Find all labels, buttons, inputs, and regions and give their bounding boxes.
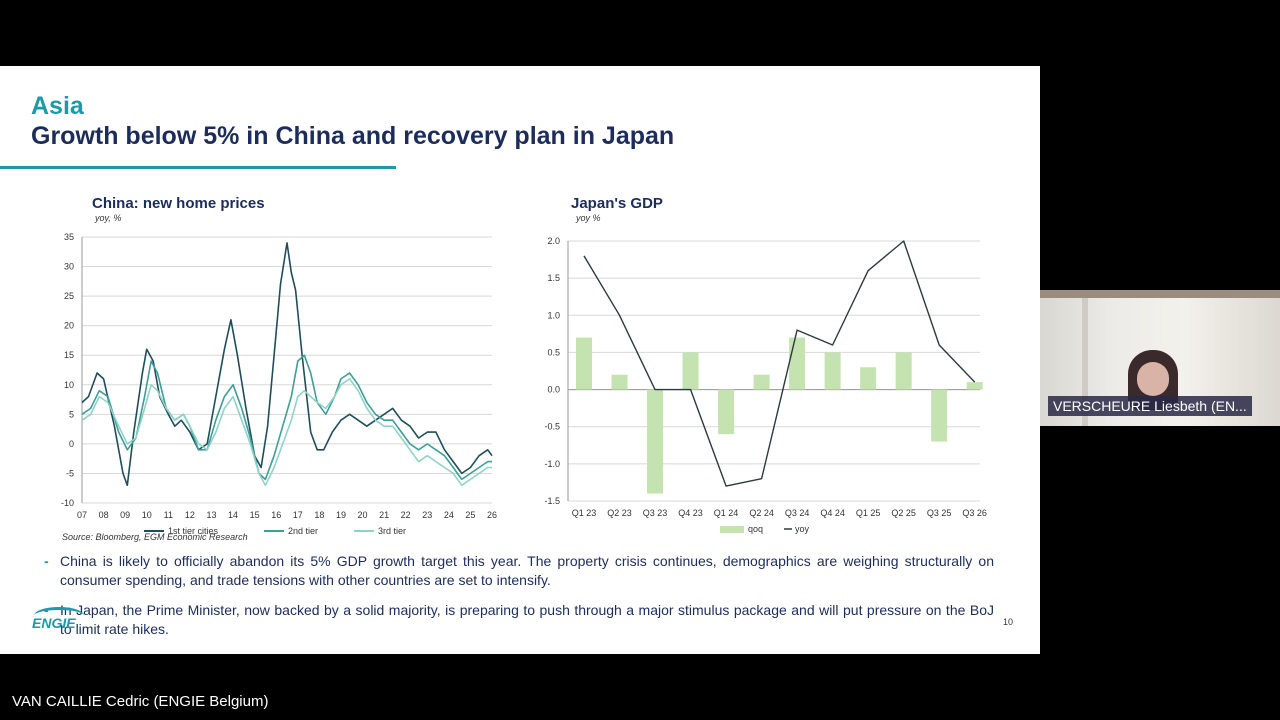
y-tick-label: -1.5 [544, 496, 560, 506]
x-tick-label: 09 [120, 510, 130, 520]
japan-chart-unit: yoy % [576, 213, 601, 223]
legend-label: 2nd tier [288, 526, 318, 536]
x-tick-label: Q2 23 [607, 508, 632, 518]
bullet-japan: - In Japan, the Prime Minister, now back… [44, 601, 994, 639]
x-tick-label: 21 [379, 510, 389, 520]
x-tick-label: Q2 25 [891, 508, 916, 518]
source-note: Source: Bloomberg, EGM Economic Research [62, 532, 248, 542]
x-tick-label: Q4 24 [820, 508, 845, 518]
x-tick-label: 26 [487, 510, 497, 520]
qoq-bar [860, 367, 877, 390]
legend-label: 3rd tier [378, 526, 406, 536]
x-tick-label: 16 [271, 510, 281, 520]
qoq-bar [931, 389, 948, 442]
y-tick-label: 35 [64, 232, 74, 242]
participant-name-label: VERSCHEURE Liesbeth (EN... [1048, 396, 1252, 416]
y-tick-label: 0.0 [547, 385, 560, 395]
legend-label: 1st tier cities [168, 526, 219, 536]
x-tick-label: 14 [228, 510, 238, 520]
qoq-bar [966, 382, 983, 390]
legend-label: qoq [748, 524, 763, 534]
x-tick-label: 10 [142, 510, 152, 520]
logo-arc [34, 607, 84, 624]
x-tick-label: 08 [99, 510, 109, 520]
x-tick-label: Q1 25 [856, 508, 881, 518]
legend-label: yoy [795, 524, 810, 534]
x-tick-label: 13 [206, 510, 216, 520]
bullet-dash: - [44, 553, 49, 569]
x-tick-label: Q3 26 [962, 508, 987, 518]
presenter-name-label: VAN CAILLIE Cedric (ENGIE Belgium) [12, 693, 269, 710]
japan-gdp-chart: 2.0 1.5 1.0 0.5 0.0 -0.5 -1.0 -1.5 Q1 23 Q2 23 Q3 … [544, 236, 987, 534]
y-tick-label: 1.0 [547, 310, 560, 320]
slide-title: Growth below 5% in China and recovery pl… [31, 122, 675, 150]
series-line-2 [81, 354, 492, 481]
x-tick-label: 15 [250, 510, 260, 520]
x-tick-label: Q3 24 [785, 508, 810, 518]
bullet-text: In Japan, the Prime Minister, now backed… [60, 602, 994, 637]
x-tick-label: Q1 24 [714, 508, 739, 518]
qoq-bar [753, 374, 770, 390]
wall-edge [1082, 298, 1088, 426]
y-tick-label: -0.5 [544, 422, 560, 432]
participant-face [1137, 362, 1169, 396]
y-tick-label: 25 [64, 291, 74, 301]
y-tick-label: 10 [64, 380, 74, 390]
qoq-bar [647, 389, 664, 494]
x-tick-label: 20 [358, 510, 368, 520]
qoq-bar [576, 337, 592, 390]
x-tick-label: Q3 25 [927, 508, 952, 518]
x-tick-label: 17 [293, 510, 303, 520]
y-tick-label: 5 [69, 409, 74, 419]
qoq-bar [718, 389, 735, 435]
qoq-bar [824, 352, 841, 390]
x-tick-label: 24 [444, 510, 454, 520]
qoq-bar [789, 337, 806, 390]
x-tick-label: Q1 23 [572, 508, 597, 518]
japan-chart-title: Japan's GDP [571, 195, 663, 212]
bullet-china: - China is likely to officially abandon … [44, 552, 994, 590]
y-tick-label: -10 [61, 498, 74, 508]
y-tick-label: 30 [64, 262, 74, 272]
x-tick-label: 19 [336, 510, 346, 520]
x-tick-label: Q2 24 [749, 508, 774, 518]
qoq-bar [895, 352, 912, 390]
title-underline [0, 166, 396, 169]
x-tick-label: 11 [164, 510, 173, 520]
presentation-slide: Asia Growth below 5% in China and recove… [0, 66, 1040, 654]
china-chart-unit: yoy, % [95, 213, 122, 223]
y-tick-label: 0 [69, 439, 74, 449]
legend-swatch [720, 526, 744, 533]
participant-video-tile[interactable]: VERSCHEURE Liesbeth (EN... [1040, 290, 1280, 426]
y-tick-label: 1.5 [547, 273, 560, 283]
bullet-text: China is likely to officially abandon it… [60, 553, 994, 588]
series-line-1 [81, 242, 493, 487]
y-tick-label: 15 [64, 350, 74, 360]
x-tick-label: 23 [422, 510, 432, 520]
y-tick-label: -1.0 [544, 459, 560, 469]
y-tick-label: 20 [64, 321, 74, 331]
qoq-bar [682, 352, 699, 390]
y-tick-label: -5 [66, 468, 74, 478]
section-title: Asia [31, 92, 84, 120]
china-chart-title: China: new home prices [92, 195, 265, 212]
logo-text: ENGIE [32, 615, 76, 631]
x-tick-label: Q3 23 [643, 508, 668, 518]
ceiling-beam [1040, 290, 1280, 298]
x-tick-label: 18 [314, 510, 324, 520]
y-tick-label: 2.0 [547, 236, 560, 246]
yoy-line [583, 240, 976, 487]
x-tick-label: Q4 23 [678, 508, 703, 518]
series-line-3 [81, 378, 492, 487]
x-tick-label: 22 [401, 510, 411, 520]
qoq-bar [611, 374, 628, 390]
x-tick-label: 25 [465, 510, 475, 520]
engie-logo: ENGIE [30, 607, 90, 631]
x-tick-label: 12 [185, 510, 195, 520]
page-number: 10 [1003, 617, 1014, 627]
y-tick-label: 0.5 [547, 347, 560, 357]
x-tick-label: 07 [77, 510, 87, 520]
